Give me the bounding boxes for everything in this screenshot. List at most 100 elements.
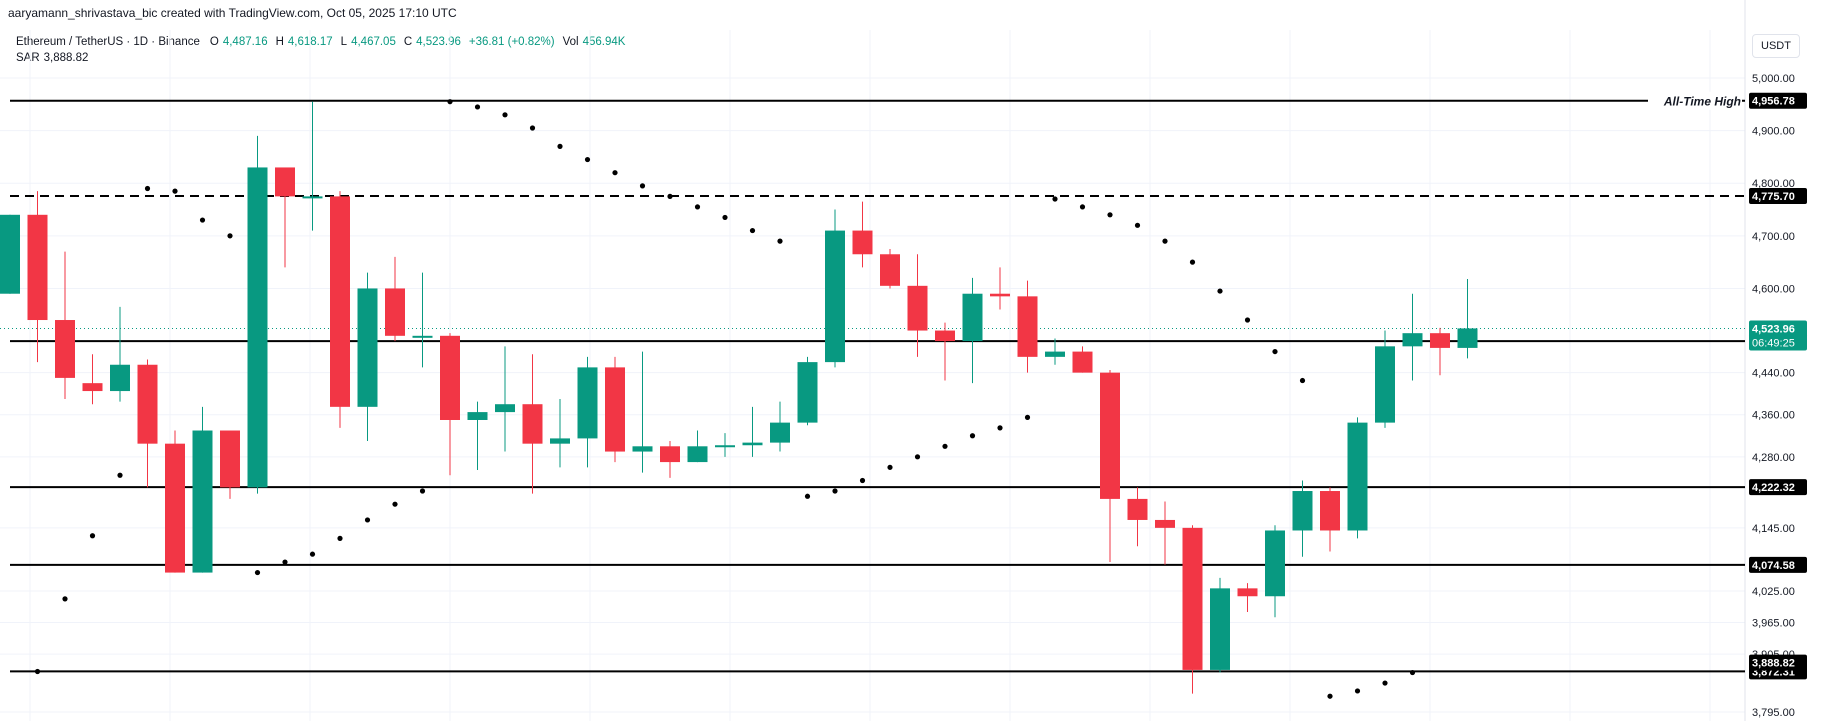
sar-dot bbox=[859, 477, 866, 484]
sar-dot bbox=[144, 185, 151, 192]
attribution-text: aaryamann_shrivastava_bic created with T… bbox=[8, 6, 457, 20]
symbol-name[interactable]: Ethereum / TetherUS · 1D · Binance bbox=[16, 36, 200, 48]
candle-body bbox=[797, 362, 818, 423]
candle-body bbox=[632, 446, 653, 452]
sar-dot bbox=[1409, 669, 1416, 676]
candle-body bbox=[1045, 351, 1065, 357]
candle-body bbox=[1237, 588, 1258, 597]
y-tick-label: 4,145.00 bbox=[1752, 523, 1795, 535]
sar-dot bbox=[1272, 348, 1278, 355]
sar-dot bbox=[694, 204, 701, 210]
sar-dot bbox=[254, 569, 261, 576]
candle-body bbox=[1127, 498, 1148, 520]
candle-body bbox=[825, 230, 845, 363]
sar-dot bbox=[1327, 693, 1333, 699]
candle-body bbox=[1430, 333, 1450, 348]
sar-dot bbox=[749, 227, 756, 234]
sar-dot bbox=[1024, 414, 1031, 420]
y-tick-label: 4,280.00 bbox=[1752, 452, 1795, 464]
y-tick-label: 3,795.00 bbox=[1752, 707, 1795, 719]
sar-dot bbox=[1107, 212, 1113, 218]
sar-dot bbox=[199, 217, 206, 223]
sar-dot bbox=[364, 517, 371, 523]
candle-body bbox=[550, 438, 570, 444]
sar-dot bbox=[639, 183, 646, 189]
sar-dot bbox=[997, 425, 1003, 431]
open-label: O bbox=[209, 36, 219, 48]
low-label: L bbox=[340, 36, 348, 48]
sar-dot bbox=[282, 559, 288, 565]
candle-body bbox=[1072, 351, 1093, 373]
y-tick-label: 4,800.00 bbox=[1752, 178, 1795, 190]
candle-body bbox=[935, 330, 955, 342]
sar-dot bbox=[172, 188, 178, 194]
candle-body bbox=[715, 445, 735, 448]
countdown-label: 06:49:25 bbox=[1752, 337, 1795, 349]
sar-dot bbox=[832, 488, 838, 494]
candle-body bbox=[1100, 372, 1120, 499]
candle-body bbox=[385, 288, 405, 336]
current-price-label: 4,523.96 bbox=[1752, 323, 1795, 335]
change-value: +36.81 (+0.82%) bbox=[468, 36, 555, 48]
candle-body bbox=[165, 443, 185, 573]
y-tick-label: 4,900.00 bbox=[1752, 126, 1795, 138]
candle-body bbox=[357, 288, 378, 407]
y-tick-label: 4,440.00 bbox=[1752, 368, 1795, 380]
candle-body bbox=[82, 383, 103, 392]
candle-body bbox=[1320, 491, 1340, 531]
open-value: 4,487.16 bbox=[222, 36, 268, 48]
sar-dot bbox=[62, 596, 68, 602]
sar-dot bbox=[612, 170, 618, 176]
sar-label[interactable]: SAR bbox=[16, 52, 40, 64]
close-label: C bbox=[403, 36, 413, 48]
candle-body bbox=[1347, 422, 1368, 531]
y-tick-label: 4,025.00 bbox=[1752, 586, 1795, 598]
level-label-box bbox=[1749, 556, 1807, 573]
candle-body bbox=[330, 196, 350, 407]
level-label: 4,956.78 bbox=[1752, 96, 1795, 108]
y-tick-label: 4,700.00 bbox=[1752, 231, 1795, 243]
sar-dot bbox=[914, 454, 921, 460]
candle-body bbox=[1457, 328, 1478, 348]
high-label: H bbox=[275, 36, 284, 48]
candle-body bbox=[275, 167, 295, 197]
candle-body bbox=[1017, 296, 1038, 357]
sar-dot bbox=[502, 112, 508, 118]
candle-body bbox=[0, 214, 20, 294]
candle-body bbox=[412, 335, 433, 338]
sar-price-label: 3,888.82 bbox=[1752, 658, 1795, 670]
sar-dot bbox=[1299, 377, 1306, 384]
sar-dot bbox=[419, 488, 426, 494]
candle-body bbox=[1182, 527, 1203, 670]
candle-body bbox=[1210, 588, 1230, 670]
sar-dot bbox=[584, 156, 591, 163]
currency-button[interactable]: USDT bbox=[1752, 34, 1800, 58]
y-tick-label: 3,965.00 bbox=[1752, 618, 1795, 630]
annotation-background bbox=[1648, 91, 1742, 110]
sar-dot bbox=[1052, 196, 1058, 202]
sar-dot bbox=[942, 443, 948, 449]
sar-price-box bbox=[1749, 654, 1807, 671]
candle-body bbox=[577, 367, 598, 439]
level-label: 4,074.58 bbox=[1752, 560, 1795, 572]
candle-body bbox=[742, 442, 763, 446]
sar-dot bbox=[1244, 317, 1251, 323]
level-label: 4,775.70 bbox=[1752, 191, 1795, 203]
sar-dot bbox=[474, 104, 481, 110]
sar-dot bbox=[89, 533, 96, 539]
level-label-box bbox=[1749, 479, 1807, 496]
candle-body bbox=[880, 254, 900, 286]
sar-dots bbox=[34, 99, 1416, 699]
candle-body bbox=[1375, 346, 1395, 423]
volume-label: Vol bbox=[562, 36, 579, 48]
candle-body bbox=[852, 230, 873, 255]
level-label-box bbox=[1749, 188, 1807, 205]
sar-dot bbox=[309, 551, 316, 557]
sar-value: 3,888.82 bbox=[43, 52, 89, 64]
sar-dot bbox=[392, 501, 398, 507]
sar-dot bbox=[1189, 259, 1196, 265]
candle-body bbox=[962, 293, 983, 342]
sar-dot bbox=[1162, 238, 1168, 244]
current-price-box bbox=[1749, 320, 1807, 351]
